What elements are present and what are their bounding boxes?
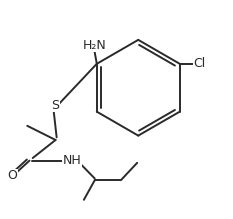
- Text: NH: NH: [62, 154, 81, 167]
- Text: S: S: [51, 99, 60, 112]
- Text: Cl: Cl: [193, 57, 206, 70]
- Text: H₂N: H₂N: [83, 39, 106, 52]
- Text: O: O: [7, 169, 17, 182]
